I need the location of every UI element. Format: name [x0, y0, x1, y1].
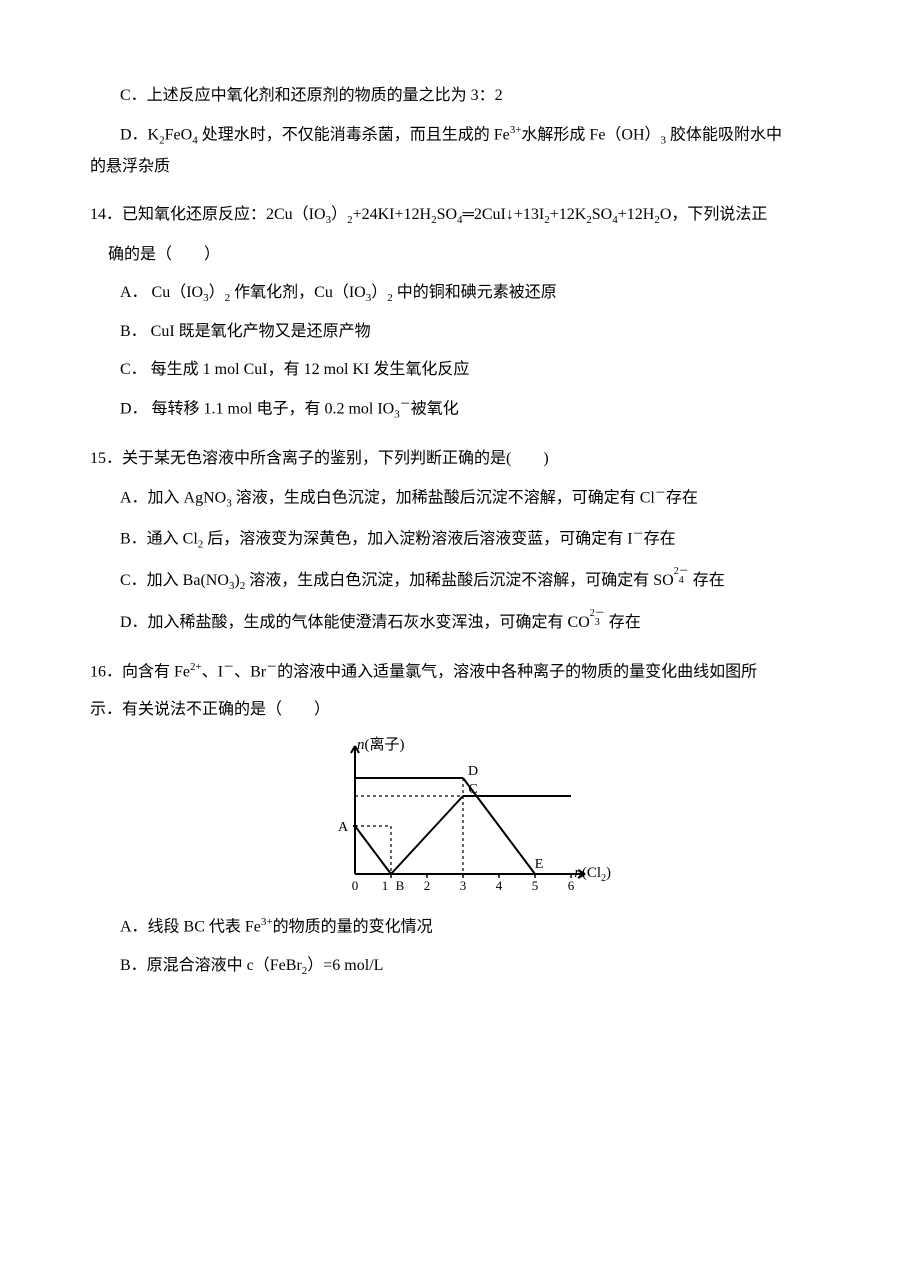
text: B．通入 Cl	[120, 531, 198, 548]
text: ═2CuI↓+13I	[463, 206, 545, 223]
text: +12H	[618, 206, 655, 223]
text: 的物质的量的变化情况	[273, 919, 433, 936]
text: ）	[371, 284, 387, 301]
q16-chart: n(离子) 01B23456ACDE n(Cl2)	[315, 736, 605, 896]
svg-text:E: E	[535, 857, 544, 872]
sup: －	[633, 528, 644, 540]
q14-option-a: A． Cu（IO3）2 作氧化剂，Cu（IO3）2 中的铜和碘元素被还原	[120, 281, 830, 307]
sup: －	[266, 661, 277, 673]
svg-text:4: 4	[496, 878, 503, 893]
svg-text:2: 2	[424, 878, 431, 893]
svg-text:C: C	[468, 782, 477, 797]
svg-text:B: B	[396, 878, 405, 893]
q14-stem: 14．已知氧化还原反应：2Cu（IO3）2+24KI+12H2SO4═2CuI↓…	[90, 203, 830, 229]
q14-stem-cont: 确的是（ ）	[108, 243, 830, 267]
q13-option-c: C．上述反应中氧化剂和还原剂的物质的量之比为 3：2	[120, 84, 830, 108]
ylabel-n: n	[357, 737, 365, 753]
q16-chart-wrap: n(离子) 01B23456ACDE n(Cl2)	[90, 736, 830, 896]
text: 存在	[666, 490, 698, 507]
text: 16．向含有 Fe	[90, 663, 190, 680]
q15-option-a: A．加入 AgNO3 溶液，生成白色沉淀，加稀盐酸后沉淀不溶解，可确定有 Cl－…	[120, 485, 830, 512]
text: +12K	[550, 206, 587, 223]
text: 溶液，生成白色沉淀，加稀盐酸后沉淀不溶解，可确定有 SO	[245, 572, 673, 589]
text: C．加入 Ba(NO	[120, 572, 229, 589]
chart-xlabel: n(Cl2)	[574, 862, 611, 886]
text: 作氧化剂，Cu（IO	[230, 284, 366, 301]
svg-text:D: D	[468, 764, 478, 779]
q16-option-a: A．线段 BC 代表 Fe3+的物质的量的变化情况	[120, 914, 830, 939]
text: 溶液，生成白色沉淀，加稀盐酸后沉淀不溶解，可确定有 Cl	[232, 490, 655, 507]
sub: 3	[394, 409, 400, 421]
sup: 3+	[261, 916, 273, 928]
text: A．线段 BC 代表 Fe	[120, 919, 261, 936]
text: FeO	[165, 126, 193, 143]
q14-option-d: D． 每转移 1.1 mol 电子，有 0.2 mol IO3－被氧化	[120, 396, 830, 423]
sup: 3+	[510, 124, 522, 136]
q16-stem: 16．向含有 Fe2+、I－、Br－的溶液中通入适量氯气，溶液中各种离子的物质的…	[90, 659, 830, 684]
q16-stem-cont: 示．有关说法不正确的是（ ）	[90, 698, 830, 722]
q15-stem: 15．关于某无色溶液中所含离子的鉴别，下列判断正确的是( )	[90, 447, 830, 471]
xlabel-cn: (Cl	[582, 865, 601, 881]
q15-option-c: C．加入 Ba(NO3)2 溶液，生成白色沉淀，加稀盐酸后沉淀不溶解，可确定有 …	[120, 567, 830, 595]
text: ）=6 mol/L	[307, 957, 383, 974]
frac-bot: 3	[590, 618, 605, 627]
svg-text:3: 3	[460, 878, 467, 893]
ylabel-cn: (离子)	[365, 737, 405, 753]
svg-text:5: 5	[532, 878, 539, 893]
text: 处理水时，不仅能消毒杀菌，而且生成的 Fe	[198, 126, 510, 143]
frac-bot: 4	[674, 576, 689, 585]
svg-text:1: 1	[382, 878, 389, 893]
svg-text:0: 0	[352, 878, 359, 893]
text: 后，溶液变为深黄色，加入淀粉溶液后溶液变蓝，可确定有 I	[203, 531, 632, 548]
text: A． Cu（IO	[120, 284, 203, 301]
sup: －	[400, 398, 411, 410]
text: 14．已知氧化还原反应：2Cu（IO	[90, 206, 326, 223]
q13-option-d: D．K2FeO4 处理水时，不仅能消毒杀菌，而且生成的 Fe3+水解形成 Fe（…	[120, 122, 830, 149]
text: 被氧化	[411, 401, 459, 418]
text: D． 每转移 1.1 mol 电子，有 0.2 mol IO	[120, 401, 394, 418]
text: SO	[592, 206, 612, 223]
text: 存在	[644, 531, 676, 548]
sup: －	[223, 661, 234, 673]
q14-option-c: C． 每生成 1 mol CuI，有 12 mol KI 发生氧化反应	[120, 358, 830, 382]
xlabel-close: )	[606, 865, 611, 881]
frac: 2－3	[590, 609, 605, 627]
sup: －	[655, 487, 666, 499]
q14-option-b: B． CuI 既是氧化产物又是还原产物	[120, 320, 830, 344]
chart-svg: 01B23456ACDE	[315, 736, 605, 896]
text: D．加入稀盐酸，生成的气体能使澄清石灰水变浑浊，可确定有 CO	[120, 614, 590, 631]
text: A．加入 AgNO	[120, 490, 226, 507]
q15-option-d: D．加入稀盐酸，生成的气体能使澄清石灰水变浑浊，可确定有 CO2－3 存在	[120, 609, 830, 635]
frac: 2－4	[674, 567, 689, 585]
text: SO	[437, 206, 457, 223]
sup: 2+	[190, 661, 202, 673]
q16-option-b: B．原混合溶液中 c（FeBr2）=6 mol/L	[120, 954, 830, 980]
q15-option-b: B．通入 Cl2 后，溶液变为深黄色，加入淀粉溶液后溶液变蓝，可确定有 I－存在	[120, 526, 830, 553]
q13-option-d-cont: 的悬浮杂质	[90, 155, 830, 179]
text: D．K	[120, 126, 159, 143]
text: 存在	[605, 614, 641, 631]
text: ）	[209, 284, 225, 301]
text: 、I	[202, 663, 223, 680]
text: 、Br	[234, 663, 266, 680]
text: +24KI+12H	[353, 206, 431, 223]
xlabel-n: n	[574, 865, 582, 881]
text: 中的铜和碘元素被还原	[393, 284, 557, 301]
svg-text:A: A	[338, 820, 349, 835]
text: 胶体能吸附水中	[666, 126, 782, 143]
text: 存在	[689, 572, 725, 589]
text: 的溶液中通入适量氯气，溶液中各种离子的物质的量变化曲线如图所	[277, 663, 757, 680]
text: O，下列说法正	[660, 206, 768, 223]
chart-ylabel: n(离子)	[357, 734, 405, 757]
text: ）	[331, 206, 347, 223]
text: 水解形成 Fe（OH）	[521, 126, 660, 143]
text: B．原混合溶液中 c（FeBr	[120, 957, 302, 974]
